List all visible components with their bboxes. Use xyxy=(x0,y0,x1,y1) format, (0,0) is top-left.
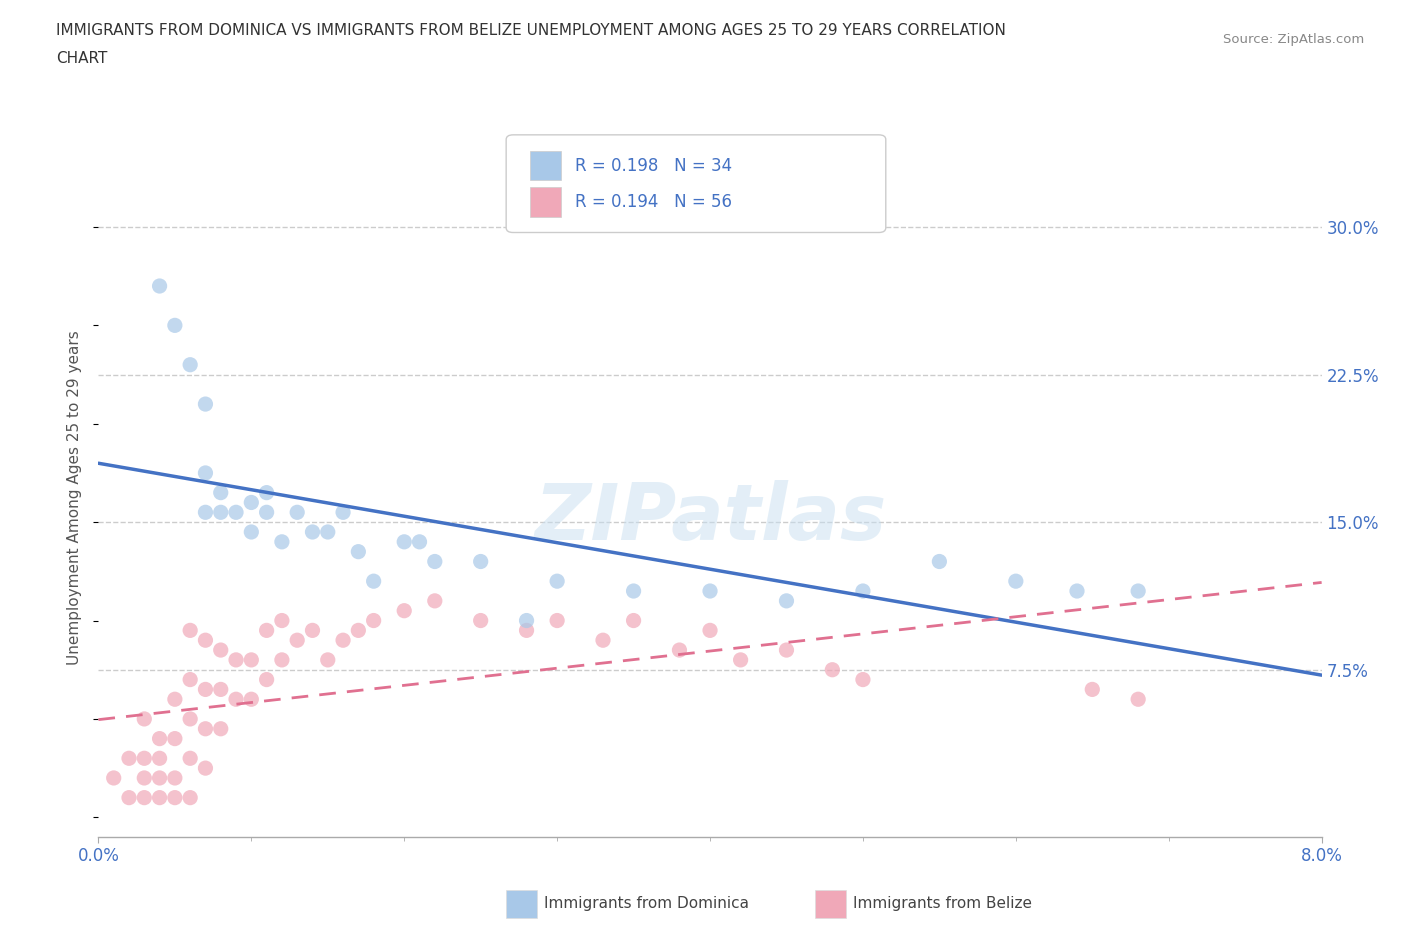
Point xyxy=(516,623,538,638)
Point xyxy=(194,396,217,411)
Point xyxy=(256,505,278,520)
Point xyxy=(149,771,172,786)
Point xyxy=(134,771,156,786)
Point xyxy=(149,790,172,805)
Point xyxy=(240,495,263,510)
Point xyxy=(852,584,875,599)
Point xyxy=(194,632,217,647)
Point xyxy=(149,731,172,746)
Point xyxy=(623,613,645,628)
Point xyxy=(928,554,950,569)
Point xyxy=(209,485,232,500)
Y-axis label: Unemployment Among Ages 25 to 29 years: Unemployment Among Ages 25 to 29 years xyxy=(67,330,83,665)
Point xyxy=(347,544,370,559)
Point xyxy=(240,692,263,707)
Point xyxy=(270,653,294,668)
Point xyxy=(163,692,186,707)
Point xyxy=(546,574,568,589)
Point xyxy=(699,584,721,599)
Point xyxy=(668,643,690,658)
Point xyxy=(775,643,797,658)
Point xyxy=(149,279,172,294)
Point xyxy=(285,505,308,520)
Point xyxy=(209,682,232,697)
Point xyxy=(392,535,416,550)
Point xyxy=(316,525,339,539)
Point xyxy=(470,613,492,628)
Point xyxy=(408,535,430,550)
Text: IMMIGRANTS FROM DOMINICA VS IMMIGRANTS FROM BELIZE UNEMPLOYMENT AMONG AGES 25 TO: IMMIGRANTS FROM DOMINICA VS IMMIGRANTS F… xyxy=(56,23,1007,38)
Point xyxy=(225,505,247,520)
Point xyxy=(730,653,752,668)
Point xyxy=(103,771,125,786)
Point xyxy=(392,604,416,618)
Text: ZIPatlas: ZIPatlas xyxy=(534,480,886,556)
Point xyxy=(209,505,232,520)
Text: Source: ZipAtlas.com: Source: ZipAtlas.com xyxy=(1223,33,1364,46)
Point xyxy=(301,623,323,638)
Point xyxy=(470,554,492,569)
Point xyxy=(1004,574,1026,589)
Point xyxy=(163,731,186,746)
Point xyxy=(225,653,247,668)
Point xyxy=(516,613,538,628)
Point xyxy=(423,593,446,608)
Point xyxy=(194,466,217,481)
Point xyxy=(194,505,217,520)
Point xyxy=(209,722,232,737)
Text: CHART: CHART xyxy=(56,51,108,66)
Point xyxy=(332,632,354,647)
Point xyxy=(592,632,614,647)
Text: R = 0.194   N = 56: R = 0.194 N = 56 xyxy=(575,193,733,211)
Point xyxy=(256,623,278,638)
Point xyxy=(149,751,172,765)
Point xyxy=(134,790,156,805)
Point xyxy=(1081,682,1104,697)
Point xyxy=(270,613,294,628)
Point xyxy=(240,653,263,668)
Point xyxy=(423,554,446,569)
Point xyxy=(546,613,568,628)
Point xyxy=(225,692,247,707)
Point xyxy=(1128,692,1150,707)
Point xyxy=(699,623,721,638)
Point xyxy=(118,790,141,805)
Point xyxy=(179,790,201,805)
Point xyxy=(179,672,201,687)
Point xyxy=(194,682,217,697)
Point xyxy=(179,751,201,765)
Point xyxy=(347,623,370,638)
Point xyxy=(163,771,186,786)
Point xyxy=(285,632,308,647)
Point xyxy=(821,662,844,677)
Point xyxy=(134,711,156,726)
Point xyxy=(363,574,385,589)
Point xyxy=(363,613,385,628)
Text: Immigrants from Dominica: Immigrants from Dominica xyxy=(544,897,749,911)
Point xyxy=(852,672,875,687)
Text: Immigrants from Belize: Immigrants from Belize xyxy=(853,897,1032,911)
Point xyxy=(256,672,278,687)
Point xyxy=(179,623,201,638)
Point xyxy=(332,505,354,520)
Point xyxy=(194,761,217,776)
Point xyxy=(270,535,294,550)
Point xyxy=(179,711,201,726)
Point xyxy=(1066,584,1088,599)
Point xyxy=(240,525,263,539)
Point xyxy=(209,643,232,658)
Point xyxy=(316,653,339,668)
Point xyxy=(301,525,323,539)
Point xyxy=(256,485,278,500)
Point xyxy=(163,790,186,805)
Point xyxy=(163,318,186,333)
Point xyxy=(775,593,797,608)
Point xyxy=(194,722,217,737)
Point xyxy=(118,751,141,765)
Text: R = 0.198   N = 34: R = 0.198 N = 34 xyxy=(575,156,733,175)
Point xyxy=(623,584,645,599)
Point xyxy=(134,751,156,765)
Point xyxy=(1128,584,1150,599)
Point xyxy=(179,357,201,372)
